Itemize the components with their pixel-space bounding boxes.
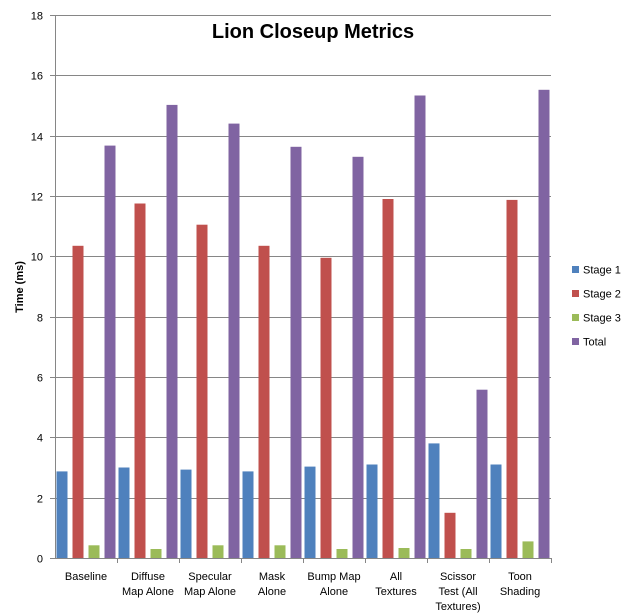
bar-stage-3-1 [150, 549, 162, 558]
x-category-label-line: Alone [320, 586, 348, 598]
bar-stage-1-3 [242, 471, 254, 558]
bar-stage-2-3 [258, 245, 270, 559]
bars [56, 89, 550, 559]
x-category-label: Bump Map Alone [307, 571, 360, 598]
bar-total-3 [290, 146, 302, 559]
axes [50, 15, 552, 563]
x-category-label: Scissor Test (All Textures) [435, 571, 480, 613]
bar-stage-3-7 [522, 541, 534, 558]
x-category-label-line: Bump Map [307, 571, 360, 583]
legend-swatch-stage-1 [572, 266, 579, 273]
legend-label-stage-1: Stage 1 [583, 265, 621, 277]
y-tick-label: 18 [31, 11, 43, 23]
legend-label-stage-2: Stage 2 [583, 289, 621, 301]
x-category-label-line: Textures [375, 586, 417, 598]
bar-total-6 [476, 389, 488, 558]
bar-stage-2-0 [72, 245, 84, 559]
legend-label-total: Total [583, 337, 606, 349]
bar-stage-3-3 [274, 545, 286, 558]
x-category-label: Mask Alone [258, 571, 286, 598]
x-category-label-line: Scissor [440, 571, 476, 583]
x-category-label-line: Test (All [438, 586, 477, 598]
x-category-label-line: Specular [188, 571, 232, 583]
y-tick-labels: 0 2 4 6 8 10 12 14 16 18 [31, 11, 43, 566]
x-category-label-line: All [390, 571, 402, 583]
bar-stage-3-0 [88, 545, 100, 558]
y-tick-label: 2 [37, 494, 43, 506]
y-tick-label: 4 [37, 433, 43, 445]
x-category-labels: Baseline Diffuse Map Alone Specular Map Alon… [65, 571, 540, 613]
bar-stage-2-5 [382, 199, 394, 558]
bar-total-4 [352, 156, 364, 559]
x-category-label: Toon Shading [500, 571, 540, 598]
bar-stage-3-4 [336, 549, 348, 558]
x-category-label: Baseline [65, 571, 107, 583]
legend-swatch-stage-2 [572, 290, 579, 297]
bar-total-0 [104, 145, 116, 558]
legend-label-stage-3: Stage 3 [583, 313, 621, 325]
bar-stage-1-4 [304, 466, 316, 558]
y-tick-label: 14 [31, 132, 43, 144]
bar-stage-3-2 [212, 545, 224, 558]
x-category-label-line: Baseline [65, 571, 107, 583]
bar-stage-1-2 [180, 469, 192, 558]
x-category-label-line: Diffuse [131, 571, 165, 583]
x-category-label: All Textures [375, 571, 417, 598]
x-category-label-line: Mask [259, 571, 286, 583]
bar-stage-2-1 [134, 203, 146, 558]
y-tick-label: 12 [31, 192, 43, 204]
chart-title: Lion Closeup Metrics [212, 21, 414, 43]
bar-stage-2-7 [506, 199, 518, 558]
legend-swatch-total [572, 338, 579, 345]
bar-stage-2-2 [196, 224, 208, 558]
y-tick-label: 16 [31, 71, 43, 83]
x-category-label-line: Map Alone [184, 586, 236, 598]
bar-stage-3-5 [398, 548, 410, 558]
legend: Stage 1 Stage 2 Stage 3 Total [572, 265, 621, 349]
y-tick-label: 8 [37, 313, 43, 325]
bar-stage-1-6 [428, 443, 440, 558]
x-category-label-line: Textures) [435, 601, 480, 613]
x-category-label-line: Alone [258, 586, 286, 598]
bar-stage-1-7 [490, 464, 502, 558]
y-tick-label: 10 [31, 252, 43, 264]
legend-swatch-stage-3 [572, 314, 579, 321]
bar-stage-1-5 [366, 464, 378, 558]
bar-total-7 [538, 89, 550, 559]
x-category-label-line: Shading [500, 586, 540, 598]
x-category-label: Specular Map Alone [184, 571, 236, 598]
x-category-label: Diffuse Map Alone [122, 571, 174, 598]
bar-stage-3-6 [460, 549, 472, 558]
x-category-label-line: Map Alone [122, 586, 174, 598]
y-axis-title: Time (ms) [14, 261, 26, 313]
bar-total-5 [414, 95, 426, 558]
bar-stage-1-0 [56, 471, 68, 558]
bar-total-1 [166, 104, 178, 559]
bar-total-2 [228, 123, 240, 558]
bar-stage-1-1 [118, 467, 130, 558]
bar-stage-2-4 [320, 257, 332, 558]
y-tick-label: 6 [37, 373, 43, 385]
bar-stage-2-6 [444, 512, 456, 559]
y-tick-label: 0 [37, 554, 43, 566]
x-category-label-line: Toon [508, 571, 532, 583]
